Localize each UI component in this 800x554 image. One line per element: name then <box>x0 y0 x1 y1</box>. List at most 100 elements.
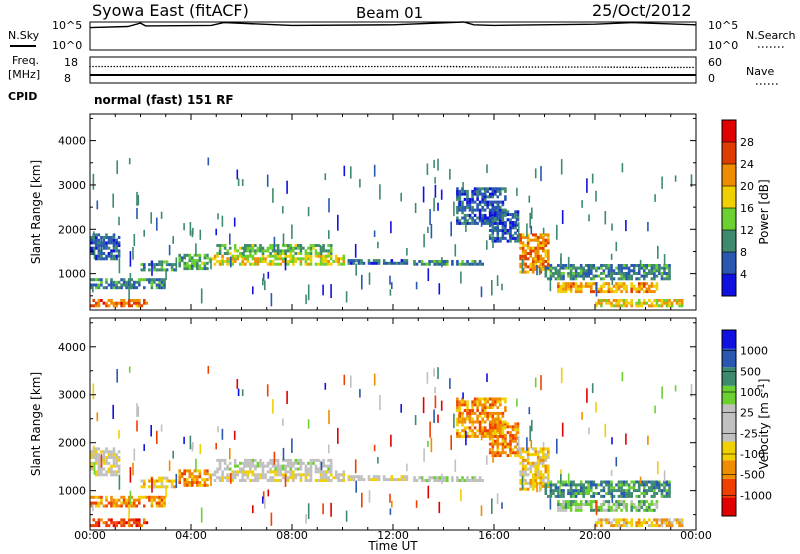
heatmap-cell <box>422 186 425 203</box>
heatmap-cell <box>501 213 505 217</box>
heatmap-cell <box>514 221 517 224</box>
heatmap-cell <box>499 451 502 455</box>
heatmap-cell <box>458 411 462 415</box>
heatmap-cell <box>359 389 361 398</box>
nave-point <box>101 65 103 68</box>
nave-point <box>149 65 152 68</box>
heatmap-cell <box>547 483 550 487</box>
heatmap-cell <box>342 479 346 482</box>
heatmap-cell <box>92 278 96 282</box>
heatmap-cell <box>241 262 245 266</box>
heatmap-cell <box>574 277 578 281</box>
heatmap-cell <box>97 464 101 468</box>
heatmap-cell <box>481 205 484 209</box>
heatmap-cell <box>183 483 186 487</box>
heatmap-cell <box>170 482 174 486</box>
heatmap-cell <box>314 458 318 462</box>
heatmap-cell <box>635 521 638 525</box>
heatmap-cell <box>610 521 613 525</box>
heatmap-cell <box>632 486 636 490</box>
heatmap-cell <box>110 501 113 505</box>
heatmap-cell <box>216 476 219 480</box>
heatmap-cell <box>143 268 146 272</box>
heatmap-cell <box>435 260 439 263</box>
heatmap-cell <box>155 501 159 505</box>
heatmap-cell <box>643 508 646 512</box>
heatmap-cell <box>562 272 565 275</box>
nave-point <box>165 65 167 68</box>
heatmap-cell <box>289 257 293 261</box>
heatmap-cell <box>526 252 530 255</box>
heatmap-cell <box>590 505 593 509</box>
heatmap-cell <box>668 301 671 305</box>
heatmap-cell <box>426 163 429 175</box>
heatmap-cell <box>602 277 606 281</box>
heatmap-cell <box>262 273 265 281</box>
heatmap-cell <box>286 390 288 405</box>
heatmap-cell <box>135 521 139 525</box>
heatmap-cell <box>226 473 229 477</box>
heatmap-cell <box>196 483 199 487</box>
heatmap-cell <box>494 397 497 401</box>
heatmap-cell <box>471 423 474 427</box>
heatmap-cell <box>476 221 479 225</box>
heatmap-cell <box>254 262 257 266</box>
heatmap-cell <box>526 453 530 457</box>
heatmap-cell <box>428 260 431 263</box>
heatmap-cell <box>562 483 565 487</box>
heatmap-cell <box>200 507 203 523</box>
heatmap-cell <box>112 524 116 528</box>
heatmap-cell <box>286 254 290 258</box>
heatmap-cell <box>675 521 679 525</box>
cpid-label: CPID <box>8 90 37 103</box>
heatmap-cell <box>90 238 93 242</box>
heatmap-cell <box>286 464 290 468</box>
heatmap-cell <box>587 272 590 275</box>
heatmap-cell <box>607 299 611 302</box>
heatmap-cell <box>457 201 460 212</box>
heatmap-cell <box>562 287 565 291</box>
heatmap-cell <box>135 301 139 305</box>
heatmap-cell <box>226 479 229 482</box>
heatmap-cell <box>95 304 98 308</box>
heatmap-cell <box>319 479 323 482</box>
heatmap-cell <box>557 274 560 278</box>
heatmap-cell <box>625 521 628 525</box>
heatmap-cell <box>587 489 590 493</box>
heatmap-cell <box>163 283 166 287</box>
heatmap-cell <box>690 384 693 397</box>
nave-point <box>598 66 600 68</box>
heatmap-cell <box>491 436 495 440</box>
heatmap-cell <box>496 451 500 455</box>
heatmap-cell <box>542 268 545 271</box>
heatmap-cell <box>461 400 464 404</box>
heatmap-cell <box>612 486 616 490</box>
heatmap-cell <box>486 187 489 191</box>
heatmap-cell <box>427 268 430 282</box>
heatmap-cell <box>160 286 164 290</box>
heatmap-cell <box>319 257 323 261</box>
heatmap-cell <box>274 252 277 255</box>
heatmap-cell <box>497 200 500 212</box>
heatmap-cell <box>637 304 641 308</box>
heatmap-cell <box>211 257 214 261</box>
heatmap-cell <box>650 266 654 270</box>
heatmap-cell <box>463 205 467 209</box>
heatmap-cell <box>294 244 298 247</box>
heatmap-cell <box>668 304 671 308</box>
heatmap-cell <box>433 262 436 266</box>
heatmap-cell <box>389 493 391 503</box>
heatmap-cell <box>539 458 543 462</box>
heatmap-cell <box>488 423 492 427</box>
nave-point <box>301 65 303 68</box>
heatmap-cell <box>562 290 565 294</box>
heatmap-cell <box>488 414 492 418</box>
heatmap-cell <box>188 259 192 263</box>
nave-point <box>504 66 506 68</box>
heatmap-cell <box>602 269 606 273</box>
heatmap-cell <box>559 284 563 288</box>
heatmap-cell <box>595 266 598 270</box>
heatmap-cell <box>125 501 128 505</box>
heatmap-cell <box>534 254 537 258</box>
heatmap-cell <box>233 244 237 247</box>
